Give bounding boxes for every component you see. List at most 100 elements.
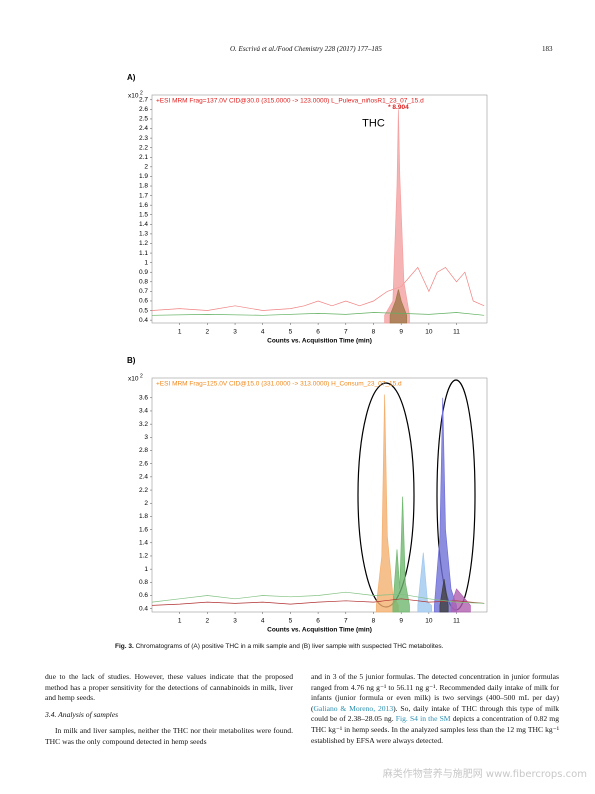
peak-area (389, 289, 408, 324)
y-tick-label: 1.9 (139, 173, 148, 180)
section-heading: 3.4. Analysis of samples (45, 709, 119, 719)
y-tick-label: 2.5 (139, 116, 148, 123)
y-scale-exponent: 2 (140, 90, 143, 96)
y-tick-label: 0.7 (139, 288, 148, 295)
y-scale-label: x10 (128, 93, 139, 100)
trace (151, 312, 485, 316)
plot-title: +ESI MRM Frag=137.0V CID@30.0 (315.0000 … (156, 98, 424, 105)
x-tick-label: 5 (289, 618, 293, 625)
y-tick-label: 0.5 (139, 307, 148, 314)
y-scale-label: x10 (128, 376, 139, 383)
x-tick-label: 10 (425, 329, 433, 336)
y-tick-label: 2.6 (139, 460, 148, 467)
y-tick-label: 0.9 (139, 269, 148, 276)
trace (151, 598, 485, 606)
x-tick-label: 6 (316, 618, 320, 625)
x-tick-label: 2 (206, 329, 210, 336)
y-tick-label: 2.2 (139, 487, 148, 494)
y-tick-label: 3.6 (139, 394, 148, 401)
y-tick-label: 2.2 (139, 144, 148, 151)
paragraph: due to the lack of studies. However, the… (45, 672, 293, 703)
y-tick-label: 1.6 (139, 202, 148, 209)
y-tick-label: 2.4 (139, 474, 148, 481)
citation-link: Galiano & Moreno, 2013 (313, 703, 394, 713)
y-tick-label: 1.3 (139, 231, 148, 238)
y-tick-label: 1.5 (139, 211, 148, 218)
peak-area (434, 397, 457, 613)
running-title: O. Escrivá et al./Food Chemistry 228 (20… (230, 45, 382, 53)
figure: A) +ESI MRM Frag=137.0V CID@30.0 (315.000… (127, 73, 488, 634)
y-tick-label: 2.8 (139, 447, 148, 454)
x-tick-label: 8 (372, 618, 376, 625)
x-tick-label: 1 (178, 618, 182, 625)
paragraph: and in 3 of the 5 junior formulas. The d… (311, 672, 559, 746)
text-run: depicts a concentration of 0.82 mg THC k… (311, 714, 559, 745)
y-tick-label: 0.6 (139, 592, 148, 599)
caption: Fig. 3. Chromatograms of (A) positive TH… (115, 643, 444, 650)
y-tick-label: 1.2 (139, 240, 148, 247)
y-tick-label: 1.4 (139, 540, 148, 547)
x-tick-label: 11 (453, 329, 460, 336)
y-tick-label: 1.4 (139, 221, 148, 228)
left-column: due to the lack of studies. However, the… (45, 672, 293, 751)
trace (151, 591, 485, 604)
x-tick-label: 7 (344, 618, 348, 625)
peak-area (392, 496, 410, 613)
y-tick-label: 0.6 (139, 298, 148, 305)
y-tick-label: 1 (144, 566, 148, 573)
x-tick-label: 1 (178, 329, 182, 336)
annotation: * 8.904 (388, 104, 409, 111)
plot-area (151, 377, 488, 613)
y-tick-label: 1.6 (139, 526, 148, 533)
y-tick-label: 2.1 (139, 154, 148, 161)
y-tick-label: 2 (144, 500, 148, 507)
right-column: and in 3 of the 5 junior formulas. The d… (311, 672, 559, 749)
x-tick-label: 5 (289, 329, 293, 336)
y-tick-label: 3.2 (139, 421, 148, 428)
y-tick-label: 1 (144, 259, 148, 266)
x-tick-label: 2 (206, 618, 210, 625)
y-tick-label: 0.4 (139, 317, 148, 324)
x-tick-label: 10 (425, 618, 433, 625)
watermark: 麻类作物营养与施肥网 www.fibercrops.com (382, 769, 587, 780)
y-tick-label: 1.8 (139, 183, 148, 190)
caption-text: Chromatograms of (A) positive THC in a m… (135, 643, 444, 650)
caption-label: Fig. 3. (115, 643, 134, 650)
x-tick-label: 3 (233, 618, 237, 625)
y-tick-label: 1.7 (139, 192, 148, 199)
y-tick-label: 1.2 (139, 553, 148, 560)
x-tick-label: 9 (399, 618, 403, 625)
y-tick-label: 3.4 (139, 408, 148, 415)
y-tick-label: 2.3 (139, 135, 148, 142)
text-run: ). So, daily intake of THC through this … (311, 703, 559, 724)
trace (151, 266, 485, 311)
paragraph: In milk and liver samples, neither the T… (45, 726, 293, 746)
peak-area (439, 578, 449, 613)
y-tick-label: 0.4 (139, 605, 148, 612)
y-tick-label: 0.8 (139, 579, 148, 586)
annotation: THC (362, 118, 385, 130)
x-tick-label: 9 (399, 329, 403, 336)
text-run: and in 3 of the 5 junior formulas. The d… (311, 672, 559, 713)
peak-area (417, 552, 432, 613)
x-axis-label: Counts vs. Acquisition Time (min) (267, 627, 372, 634)
x-axis-label: Counts vs. Acquisition Time (min) (267, 338, 372, 345)
y-scale-exponent: 2 (140, 373, 143, 379)
citation-link: Fig. S4 in the SM (395, 714, 451, 724)
y-tick-label: 1.8 (139, 513, 148, 520)
x-tick-label: 7 (344, 329, 348, 336)
y-tick-label: 2.4 (139, 125, 148, 132)
x-tick-label: 6 (316, 329, 320, 336)
y-tick-label: 3 (144, 434, 148, 441)
plot-area (151, 94, 488, 324)
x-tick-label: 3 (233, 329, 237, 336)
x-tick-label: 4 (261, 618, 265, 625)
peak-area (375, 394, 399, 613)
y-tick-label: 0.8 (139, 279, 148, 286)
page-number: 183 (542, 45, 553, 53)
x-tick-label: 4 (261, 329, 265, 336)
peak-area (450, 588, 471, 613)
panel-label: B) (127, 356, 136, 365)
panel-label: A) (127, 73, 136, 82)
y-tick-label: 1.1 (139, 250, 148, 257)
